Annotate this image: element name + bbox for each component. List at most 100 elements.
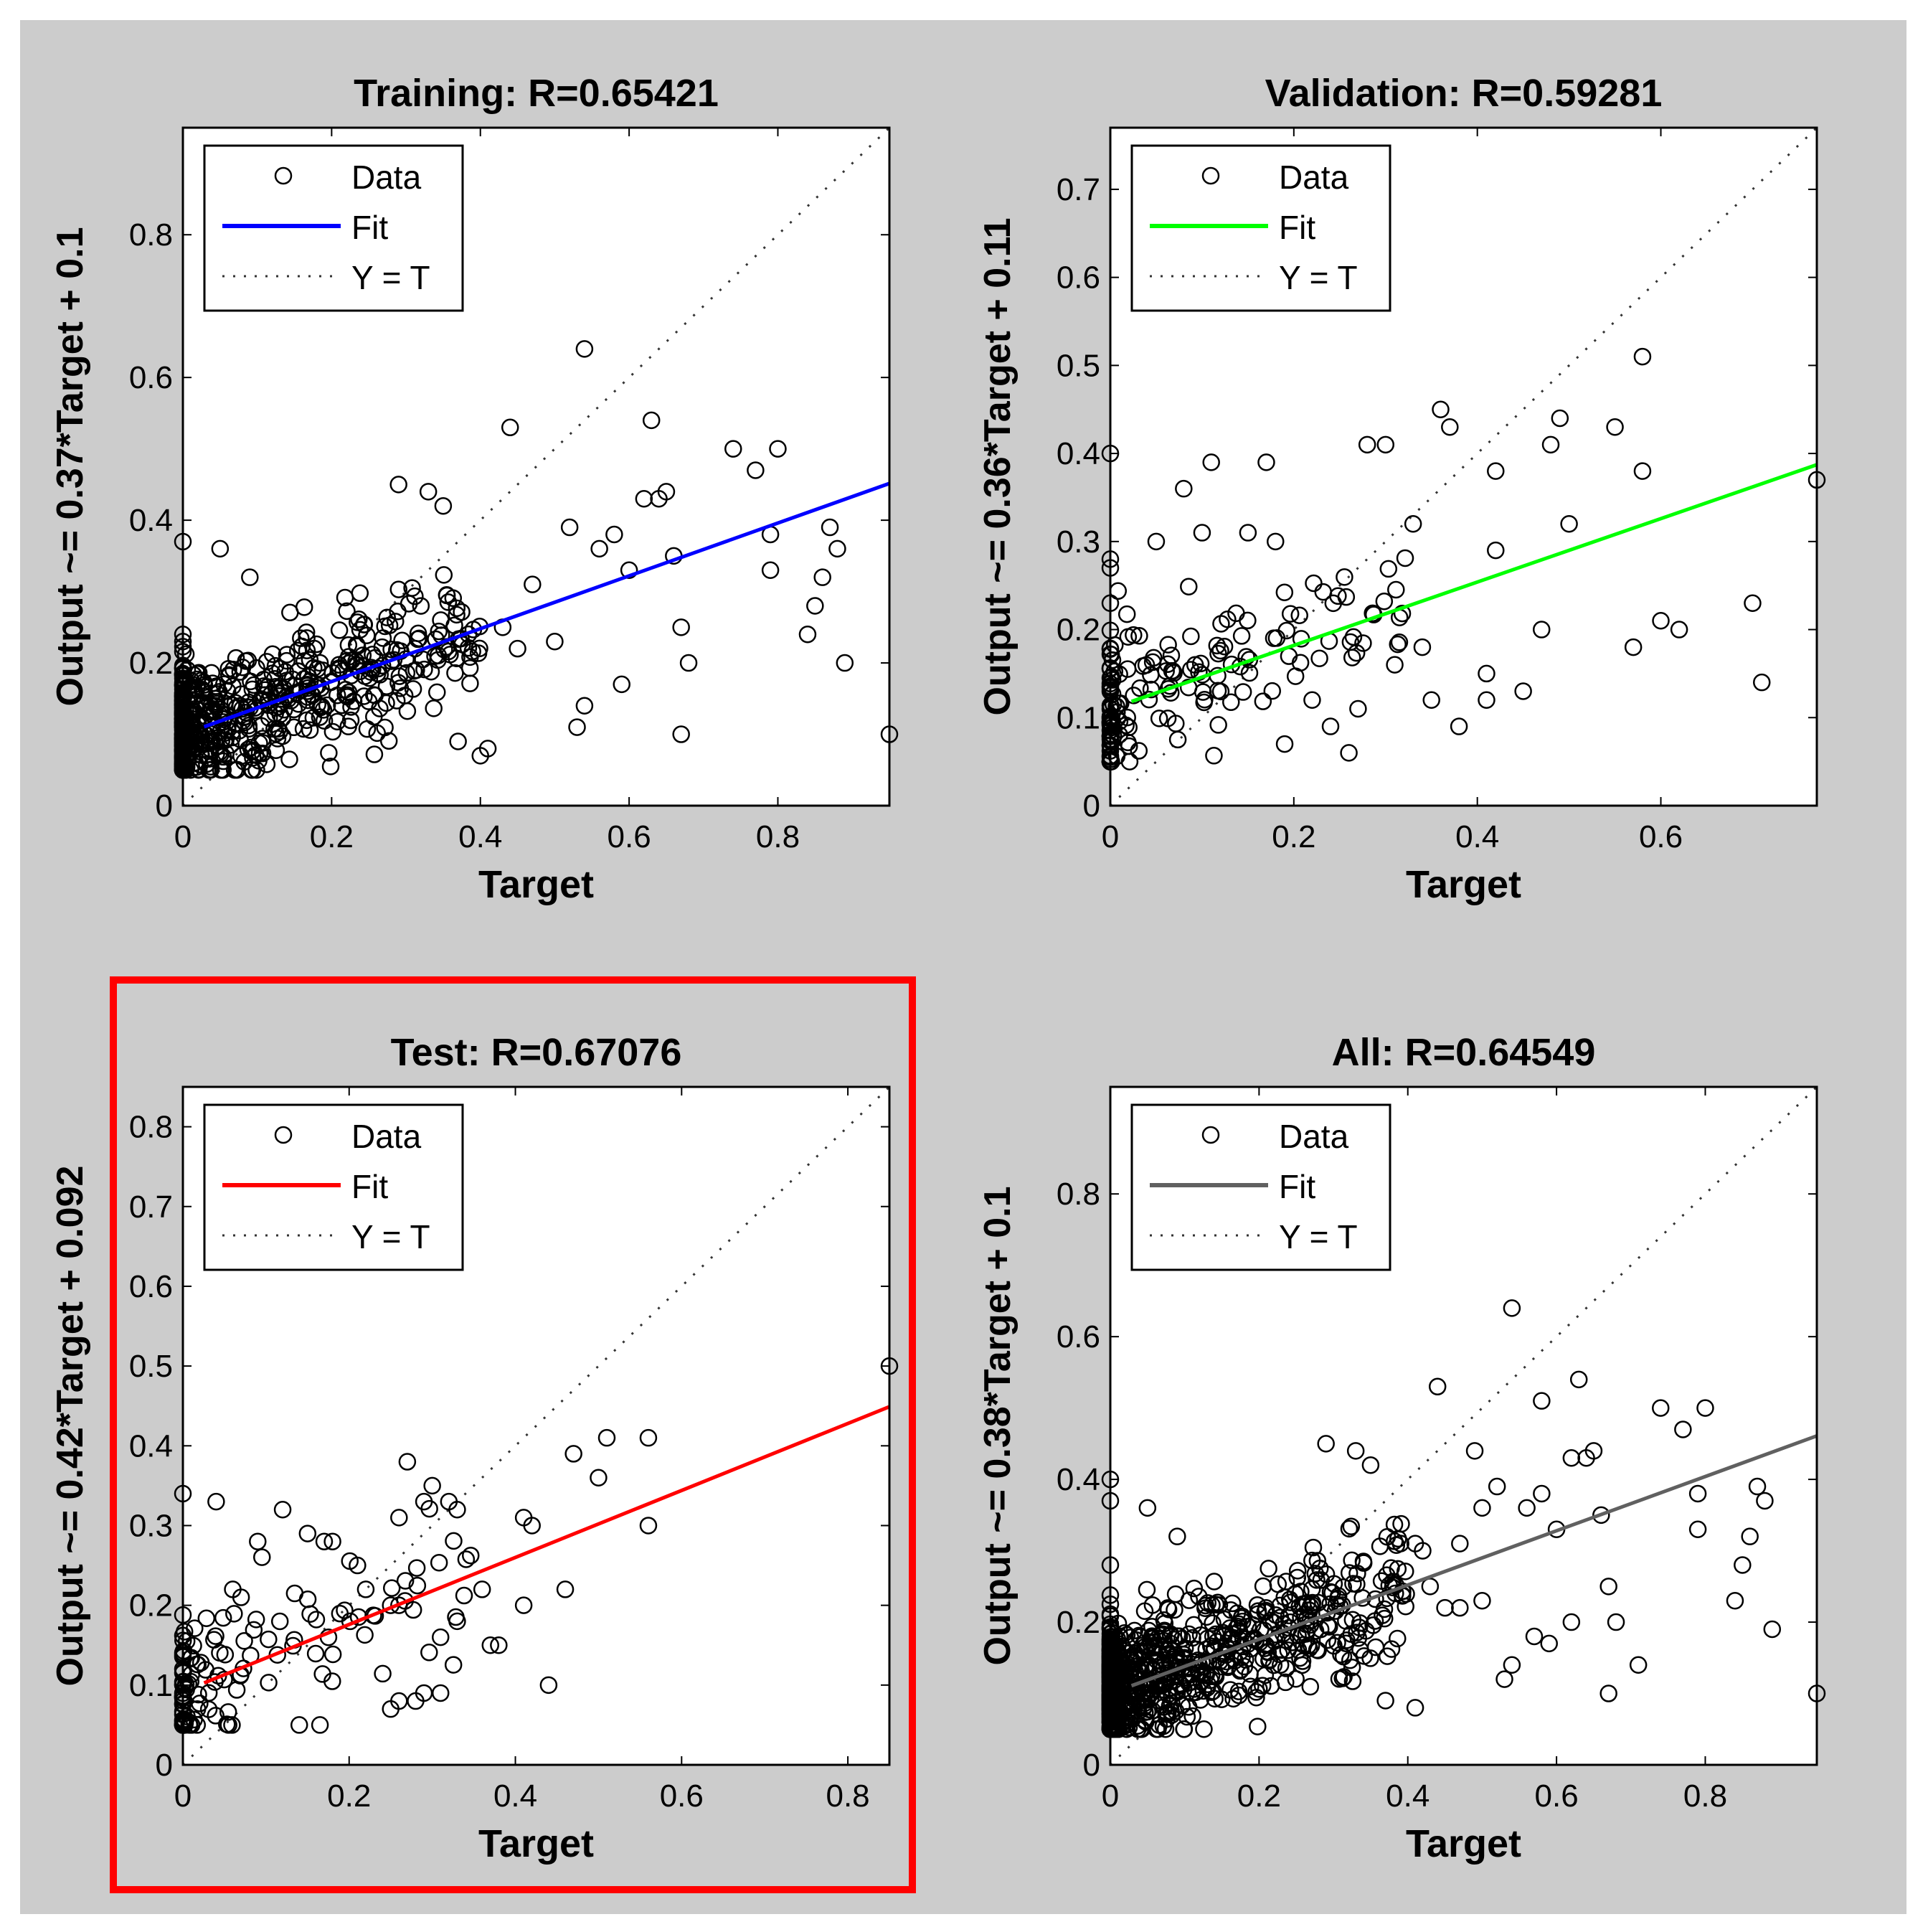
data-point [1652, 612, 1670, 630]
data-point [1237, 648, 1255, 666]
data-point [1314, 583, 1333, 601]
data-point [211, 539, 230, 558]
legend-fit-label: Fit [351, 209, 388, 246]
data-point [1633, 347, 1652, 366]
data-point [1741, 1527, 1759, 1545]
data-point [1428, 1377, 1447, 1396]
y-tick-label: 0 [156, 788, 173, 824]
data-point [423, 1476, 441, 1495]
data-point [1354, 634, 1372, 652]
x-tick-label: 0.6 [608, 819, 651, 854]
data-point [821, 518, 839, 537]
data-point [1288, 1562, 1307, 1580]
data-point [178, 1707, 196, 1725]
x-tick-label: 0.2 [310, 819, 354, 854]
data-point [747, 461, 765, 479]
data-point [306, 1644, 325, 1663]
data-point [430, 1553, 448, 1572]
data-point [1135, 1697, 1154, 1715]
data-point [1343, 1672, 1362, 1690]
data-point [1379, 560, 1398, 578]
data-point [311, 698, 330, 717]
data-point [455, 1586, 473, 1605]
x-tick-label: 0.4 [1386, 1778, 1430, 1814]
x-tick-label: 0.6 [1639, 819, 1683, 854]
data-point [1209, 644, 1227, 663]
data-point [1726, 1591, 1744, 1610]
data-point [1153, 1676, 1171, 1695]
data-point [539, 1676, 558, 1695]
data-point [1301, 1677, 1320, 1696]
y-tick-label: 0.3 [129, 1508, 173, 1543]
data-point [1194, 1682, 1213, 1700]
data-point [1397, 1563, 1414, 1580]
data-point [1163, 1694, 1181, 1712]
data-point [188, 1655, 206, 1674]
data-point [1208, 636, 1227, 655]
data-point [1219, 611, 1237, 628]
data-point [242, 672, 260, 691]
data-point [1147, 532, 1166, 551]
x-tick-label: 0.2 [1237, 1778, 1281, 1814]
data-point [329, 712, 346, 731]
data-point [378, 608, 396, 627]
data-point [457, 1550, 476, 1568]
data-point [1272, 1641, 1291, 1659]
data-point [679, 654, 698, 672]
data-point [430, 622, 448, 641]
x-axis-label: Target [478, 863, 594, 906]
identity-line [1109, 1085, 1818, 1766]
data-point [453, 603, 471, 621]
data-point [1562, 1613, 1581, 1631]
data-point [1209, 716, 1227, 734]
data-point [227, 649, 245, 667]
data-point [1231, 1643, 1249, 1661]
data-point [216, 1646, 235, 1664]
data-point [1182, 661, 1200, 679]
data-point [1495, 1670, 1513, 1688]
identity-line [1109, 126, 1818, 807]
data-point [1310, 649, 1328, 667]
data-point [1205, 1573, 1224, 1591]
data-point [1374, 1606, 1391, 1624]
data-point [339, 717, 357, 735]
data-point [1562, 1449, 1581, 1467]
data-point [1223, 1625, 1242, 1643]
y-tick-label: 0.4 [1057, 1462, 1100, 1497]
data-point [769, 440, 787, 458]
data-point [398, 702, 417, 720]
data-point [393, 631, 411, 649]
data-point [672, 618, 690, 636]
data-point [1180, 1591, 1199, 1609]
data-point [1301, 1598, 1320, 1616]
data-point [1180, 1625, 1198, 1644]
data-point [1304, 1538, 1323, 1557]
data-point [1393, 604, 1412, 623]
data-point [207, 1492, 225, 1511]
data-point [1343, 1659, 1361, 1677]
data-point [240, 716, 258, 735]
data-point [1406, 1699, 1424, 1717]
data-point [1234, 683, 1252, 701]
data-point [247, 746, 265, 764]
data-point [408, 1576, 427, 1595]
data-point [828, 539, 846, 558]
data-point [203, 701, 221, 719]
data-point [1533, 1484, 1551, 1503]
data-point [1599, 1684, 1617, 1702]
data-point [1756, 1492, 1774, 1510]
data-point [836, 654, 854, 672]
data-point [1674, 1420, 1692, 1438]
data-point [241, 568, 259, 586]
data-point [210, 743, 229, 761]
data-point [1142, 680, 1161, 699]
data-point [1354, 1552, 1373, 1570]
data-point [1436, 1598, 1454, 1617]
data-point [1386, 656, 1404, 674]
fit-line [203, 1405, 890, 1685]
y-tick-label: 0.4 [129, 503, 173, 538]
data-point [1202, 453, 1220, 471]
data-point [1168, 1683, 1186, 1701]
y-tick-label: 0 [1083, 788, 1100, 824]
data-point [1175, 1720, 1193, 1738]
